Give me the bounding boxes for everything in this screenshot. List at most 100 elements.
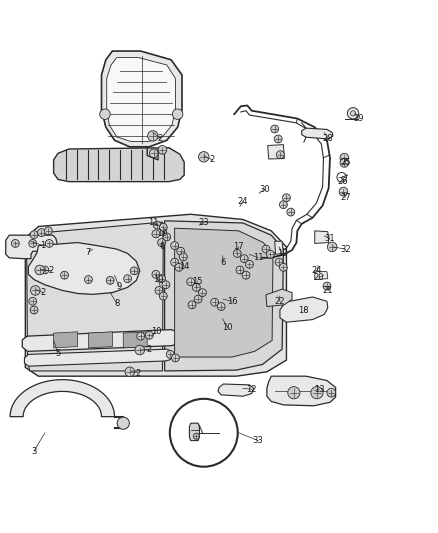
Text: 5: 5 [55,349,60,358]
Text: 33: 33 [253,436,264,445]
Circle shape [193,433,199,439]
Polygon shape [275,241,283,254]
Circle shape [152,230,160,238]
Circle shape [198,151,209,162]
Text: 14: 14 [179,262,189,271]
Circle shape [29,297,37,305]
Circle shape [242,271,250,279]
Circle shape [11,239,19,247]
Circle shape [236,266,244,274]
Circle shape [166,351,174,358]
Polygon shape [25,349,172,366]
Circle shape [350,111,356,116]
Text: 19: 19 [277,249,287,258]
Text: 16: 16 [227,297,237,306]
Circle shape [124,275,131,282]
Text: 25: 25 [340,158,350,166]
Circle shape [198,289,206,296]
Text: 30: 30 [259,184,270,193]
Circle shape [327,389,336,397]
Text: 2: 2 [147,345,152,354]
Circle shape [173,109,183,119]
Circle shape [340,158,349,167]
Polygon shape [218,384,254,396]
Circle shape [85,276,92,284]
Circle shape [159,223,167,231]
Circle shape [163,233,171,241]
Polygon shape [102,51,182,147]
Circle shape [60,271,68,279]
Circle shape [31,286,40,295]
Circle shape [152,270,160,278]
Text: 7: 7 [86,248,91,256]
Circle shape [188,301,196,309]
Text: 27: 27 [340,193,350,202]
Text: 6: 6 [221,257,226,266]
Text: 26: 26 [338,177,348,186]
Circle shape [158,275,166,282]
Circle shape [275,258,283,266]
Circle shape [155,287,163,294]
Polygon shape [280,297,328,322]
Text: 17: 17 [233,243,244,252]
Circle shape [162,281,170,289]
Circle shape [340,154,349,162]
Text: 6: 6 [160,243,165,252]
Polygon shape [107,58,176,142]
Circle shape [323,282,331,290]
Text: 18: 18 [299,305,309,314]
Circle shape [279,201,287,208]
Text: 8: 8 [114,299,120,308]
Circle shape [46,239,53,247]
Circle shape [287,208,295,216]
Text: 12: 12 [247,385,257,394]
Polygon shape [123,332,147,348]
Circle shape [149,149,158,158]
Circle shape [135,345,145,355]
Polygon shape [10,379,115,417]
Circle shape [171,258,179,266]
Circle shape [41,266,49,274]
Circle shape [130,267,138,275]
Polygon shape [28,243,140,294]
Circle shape [194,295,202,303]
Text: 22: 22 [275,297,285,306]
Circle shape [276,151,284,158]
Text: 2: 2 [210,156,215,164]
Circle shape [288,386,300,399]
Text: 24: 24 [312,266,322,276]
Text: 10: 10 [223,323,233,332]
Polygon shape [53,148,184,182]
Text: 2: 2 [40,288,46,297]
Circle shape [327,242,337,252]
Polygon shape [25,214,286,376]
Polygon shape [189,423,199,441]
Circle shape [175,263,183,271]
Text: 11: 11 [148,219,159,228]
Text: 10: 10 [151,327,161,336]
Circle shape [145,332,153,339]
Circle shape [38,229,46,237]
Text: 2: 2 [158,134,163,143]
Circle shape [339,187,348,196]
Polygon shape [88,332,113,348]
Polygon shape [175,228,273,357]
Circle shape [266,251,274,258]
Polygon shape [266,289,292,306]
Polygon shape [165,221,283,371]
Text: 2: 2 [49,266,54,276]
Circle shape [100,109,110,119]
Circle shape [233,249,241,257]
Text: 9: 9 [116,281,121,290]
Circle shape [137,332,145,340]
Circle shape [30,306,38,314]
Circle shape [187,278,194,286]
Circle shape [177,247,185,255]
Text: 21: 21 [322,286,333,295]
Polygon shape [53,332,78,348]
Circle shape [30,231,38,239]
Circle shape [274,135,282,143]
Circle shape [172,354,180,362]
Circle shape [35,265,45,275]
Polygon shape [267,376,336,406]
